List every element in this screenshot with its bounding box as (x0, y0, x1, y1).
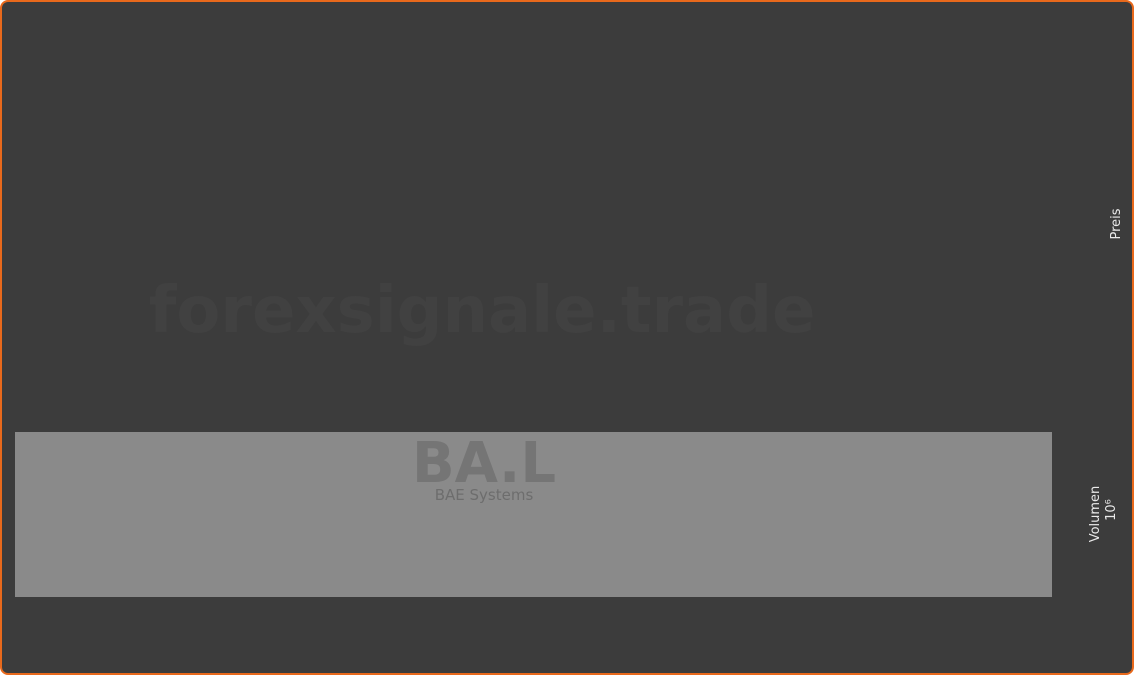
volume-panel (15, 432, 1052, 597)
y-axis-label: Preis (1109, 208, 1124, 239)
watermark-name: BAE Systems (435, 486, 534, 504)
y-axis-label: Volumen (1088, 486, 1103, 543)
y-axis-unit: 10⁶ (1104, 499, 1119, 521)
watermark: forexsignale.trade (149, 274, 816, 348)
watermark-symbol: BA.L (412, 431, 556, 496)
